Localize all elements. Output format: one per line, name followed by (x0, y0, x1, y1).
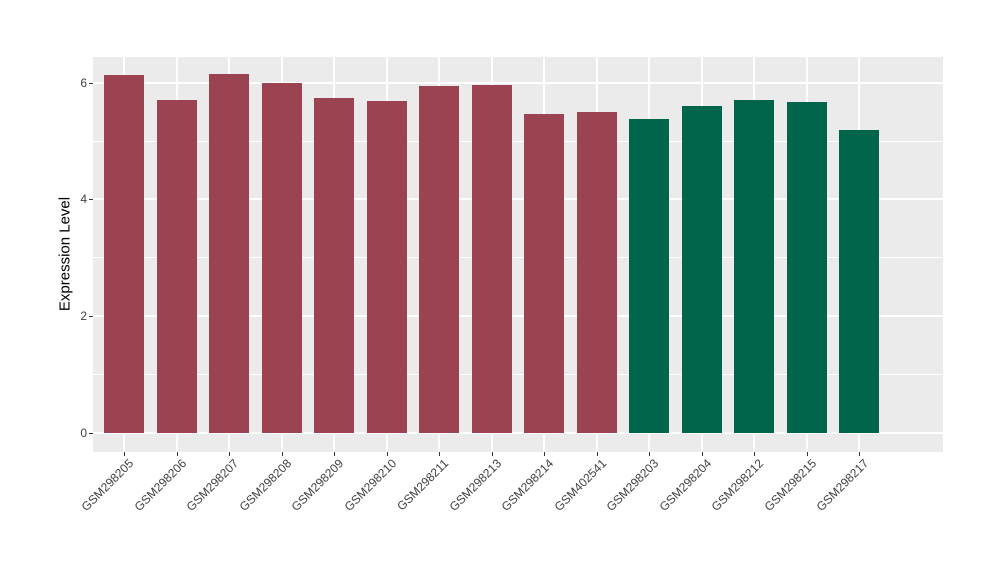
bar-GSM298214 (524, 113, 565, 433)
x-tick (124, 452, 126, 456)
x-tick (859, 452, 861, 456)
bar-GSM402541 (576, 111, 617, 433)
x-tick (386, 452, 388, 456)
y-minor-gridline (93, 374, 943, 376)
bar-GSM298205 (104, 75, 145, 433)
x-tick (491, 452, 493, 456)
y-tick (89, 82, 93, 84)
bar-GSM298208 (261, 82, 302, 433)
bar-GSM298203 (629, 119, 670, 433)
x-tick (229, 452, 231, 456)
y-tick-label: 4 (80, 192, 87, 207)
bar-GSM298212 (734, 99, 775, 433)
bar-GSM298209 (314, 97, 355, 433)
x-tick-label: GSM298217 (813, 456, 872, 514)
x-tick (334, 452, 336, 456)
bar-GSM298213 (471, 84, 512, 433)
y-tick (89, 433, 93, 434)
y-axis-title: Expression Level (56, 196, 74, 312)
x-tick (649, 452, 651, 456)
x-tick (754, 452, 756, 456)
bar-GSM298210 (366, 101, 407, 433)
y-major-gridline (93, 432, 943, 434)
bar-GSM298215 (786, 102, 827, 433)
y-tick-label: 6 (80, 75, 87, 90)
x-tick (281, 452, 283, 456)
bar-GSM298206 (156, 99, 197, 433)
y-tick-label: 0 (80, 426, 87, 440)
y-tick (89, 316, 93, 318)
y-major-gridline (93, 81, 943, 84)
bar-GSM298204 (681, 105, 722, 433)
x-tick (701, 452, 703, 456)
y-minor-gridline (93, 257, 943, 259)
bar-GSM298211 (419, 85, 460, 433)
x-tick (596, 452, 598, 456)
bar-GSM298217 (839, 129, 880, 433)
y-major-gridline (93, 198, 943, 201)
y-tick (89, 199, 93, 201)
y-major-gridline (93, 315, 943, 318)
y-minor-gridline (93, 140, 943, 142)
x-tick (439, 452, 441, 456)
x-tick (176, 452, 178, 456)
x-tick (544, 452, 546, 456)
x-tick (806, 452, 808, 456)
y-tick-label: 2 (80, 309, 87, 324)
bar-GSM298207 (209, 74, 250, 433)
plot-panel (93, 57, 943, 452)
